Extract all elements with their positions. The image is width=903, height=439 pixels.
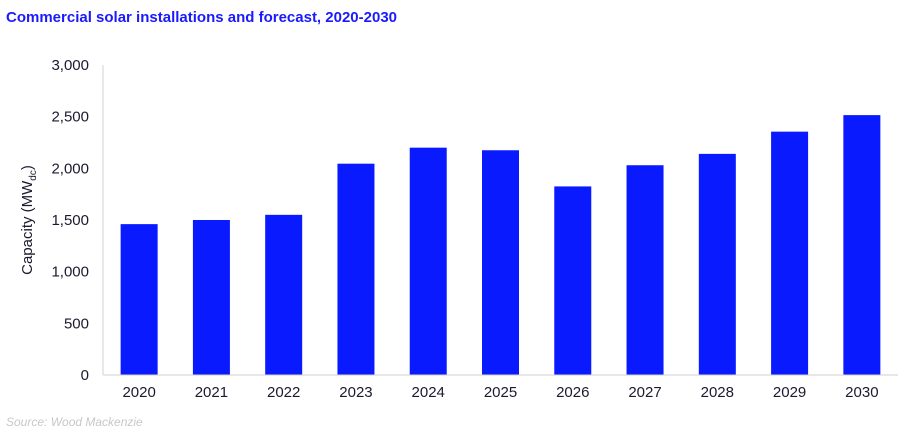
y-tick-label: 1,500 bbox=[51, 212, 89, 229]
y-axis-label-subscript: dc bbox=[28, 170, 39, 181]
y-axis-label: Capacity (MWdc) bbox=[19, 165, 39, 275]
y-axis-label-main: Capacity (MW bbox=[19, 180, 36, 275]
x-tick-label: 2027 bbox=[628, 384, 661, 401]
bar-2020 bbox=[120, 224, 158, 375]
bar-2027 bbox=[626, 165, 664, 375]
x-tick-label: 2024 bbox=[412, 384, 445, 401]
x-tick-label: 2026 bbox=[556, 384, 589, 401]
y-tick-label: 2,500 bbox=[51, 109, 89, 126]
y-tick-label: 3,000 bbox=[51, 57, 89, 74]
x-tick-label: 2025 bbox=[484, 384, 517, 401]
source-note: Source: Wood Mackenzie bbox=[6, 415, 143, 429]
bar-2025 bbox=[482, 150, 519, 375]
x-tick-label: 2030 bbox=[845, 384, 878, 401]
x-tick-label: 2021 bbox=[195, 384, 228, 401]
y-tick-label: 500 bbox=[64, 315, 89, 332]
bar-2021 bbox=[192, 220, 230, 375]
bar-2030 bbox=[843, 115, 881, 375]
bar-2028 bbox=[698, 153, 736, 375]
x-tick-label: 2028 bbox=[701, 384, 734, 401]
y-tick-label: 2,000 bbox=[51, 160, 89, 177]
y-tick-label: 0 bbox=[81, 367, 89, 384]
x-tick-label: 2020 bbox=[122, 384, 155, 401]
bar-2022 bbox=[265, 214, 303, 375]
x-tick-label: 2022 bbox=[267, 384, 300, 401]
bar-2023 bbox=[337, 163, 375, 375]
y-tick-label: 1,000 bbox=[51, 264, 89, 281]
chart-title: Commercial solar installations and forec… bbox=[6, 9, 398, 26]
x-tick-label: 2023 bbox=[339, 384, 372, 401]
x-axis: 2020 2021 2022 2023 2024 2025 2026 2027 2028 2029… bbox=[103, 374, 898, 401]
y-axis: 0 500 1,000 1,500 2,000 2,500 3,000 bbox=[51, 57, 104, 384]
bar-2024 bbox=[409, 147, 447, 375]
x-tick-label: 2029 bbox=[773, 384, 806, 401]
bar-2029 bbox=[771, 131, 809, 375]
bars bbox=[120, 115, 881, 375]
bar-2026 bbox=[554, 186, 592, 375]
y-axis-label-close: ) bbox=[19, 165, 36, 170]
